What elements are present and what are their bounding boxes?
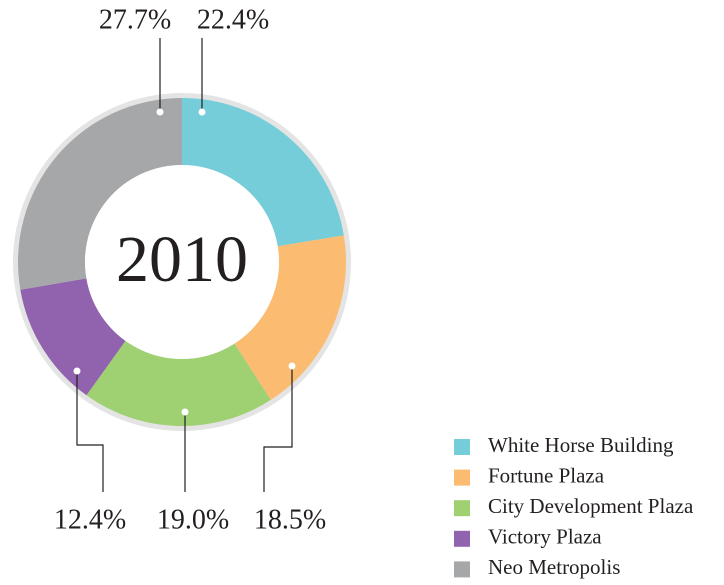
legend-label: City Development Plaza (488, 494, 694, 518)
slice (18, 97, 183, 290)
value-label: 27.7% (99, 4, 171, 35)
leader-dot (198, 108, 206, 116)
slice (20, 278, 126, 396)
leader-dot (181, 408, 189, 416)
donut-hole (85, 165, 279, 359)
leader-dot (73, 367, 81, 375)
slice (182, 98, 344, 247)
value-label: 18.5% (254, 504, 326, 535)
slice (86, 340, 271, 426)
leader-line (76, 371, 104, 492)
leader-line (263, 366, 293, 492)
value-label: 12.4% (54, 504, 126, 535)
legend-label: White Horse Building (488, 433, 674, 457)
legend-swatch (454, 530, 470, 547)
legend-label: Victory Plaza (488, 525, 602, 549)
legend-swatch (454, 469, 470, 486)
slice (234, 235, 346, 400)
legend-swatch (454, 561, 470, 578)
legend-swatch (454, 439, 470, 455)
legend-label: Fortune Plaza (488, 463, 605, 487)
center-text: 2010 (116, 223, 248, 296)
legend-label: Neo Metropolis (488, 555, 620, 579)
leader-dot (288, 362, 296, 370)
legend-swatch (454, 500, 470, 517)
value-label: 19.0% (157, 504, 229, 535)
value-label: 22.4% (197, 4, 269, 35)
leader-dot (156, 108, 164, 116)
